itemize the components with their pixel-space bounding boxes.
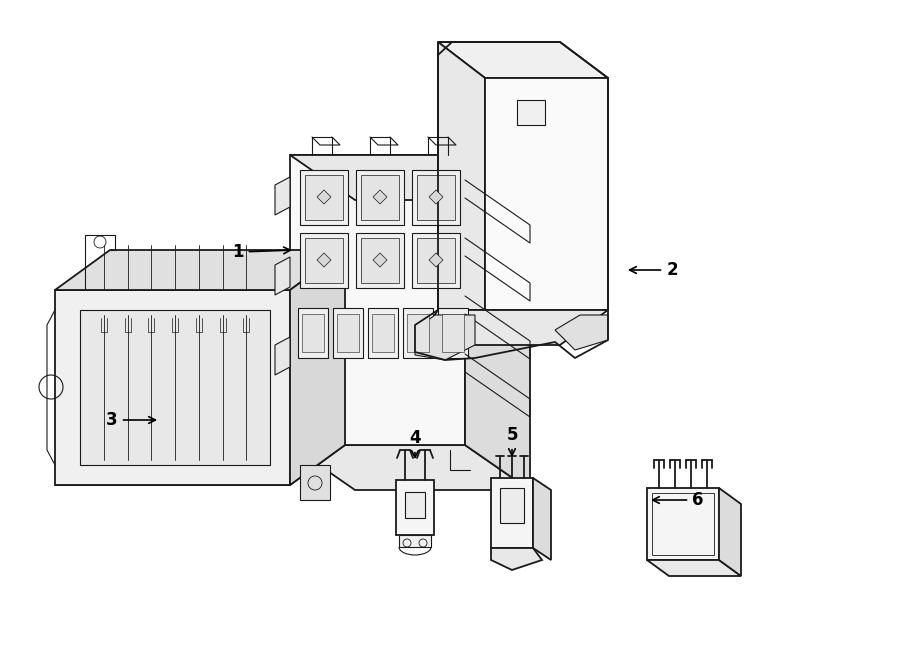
Polygon shape [55,250,345,290]
Polygon shape [719,488,741,576]
Polygon shape [333,308,363,358]
Polygon shape [305,175,343,220]
Polygon shape [275,257,290,295]
Polygon shape [438,42,608,78]
Polygon shape [356,170,404,225]
Polygon shape [300,233,348,288]
Polygon shape [275,337,290,375]
Polygon shape [290,155,530,200]
Text: 2: 2 [630,261,678,279]
Polygon shape [417,175,455,220]
Polygon shape [317,253,331,267]
Polygon shape [55,290,290,485]
Polygon shape [290,250,345,485]
Polygon shape [337,314,359,352]
Polygon shape [317,190,331,204]
Polygon shape [396,480,434,535]
Polygon shape [429,190,443,204]
Polygon shape [290,445,530,490]
Polygon shape [438,42,485,310]
Text: 1: 1 [232,243,291,261]
Text: 5: 5 [506,426,518,455]
Polygon shape [491,548,542,570]
Polygon shape [417,238,455,283]
Polygon shape [555,315,608,350]
Polygon shape [429,253,443,267]
Polygon shape [373,253,387,267]
Polygon shape [407,314,429,352]
Polygon shape [485,78,608,310]
Polygon shape [290,155,465,445]
Polygon shape [361,175,399,220]
Polygon shape [405,492,425,518]
Polygon shape [300,170,348,225]
Polygon shape [302,314,324,352]
Polygon shape [300,465,330,500]
Polygon shape [399,535,431,547]
Polygon shape [500,488,524,523]
Polygon shape [80,310,270,465]
Polygon shape [275,177,290,215]
Text: 6: 6 [652,491,704,509]
Polygon shape [356,233,404,288]
Polygon shape [465,155,530,490]
Polygon shape [373,190,387,204]
Polygon shape [517,100,545,125]
Polygon shape [442,314,464,352]
Polygon shape [368,308,398,358]
Polygon shape [491,478,533,548]
Polygon shape [55,445,345,485]
Polygon shape [372,314,394,352]
Polygon shape [412,233,460,288]
Polygon shape [647,488,719,560]
Polygon shape [533,478,551,560]
Polygon shape [415,310,608,345]
Polygon shape [438,308,468,358]
Polygon shape [361,238,399,283]
Polygon shape [412,170,460,225]
Text: 3: 3 [106,411,156,429]
Polygon shape [298,308,328,358]
Polygon shape [305,238,343,283]
Polygon shape [403,308,433,358]
Polygon shape [647,560,741,576]
Text: 4: 4 [410,429,421,457]
Polygon shape [415,315,475,360]
